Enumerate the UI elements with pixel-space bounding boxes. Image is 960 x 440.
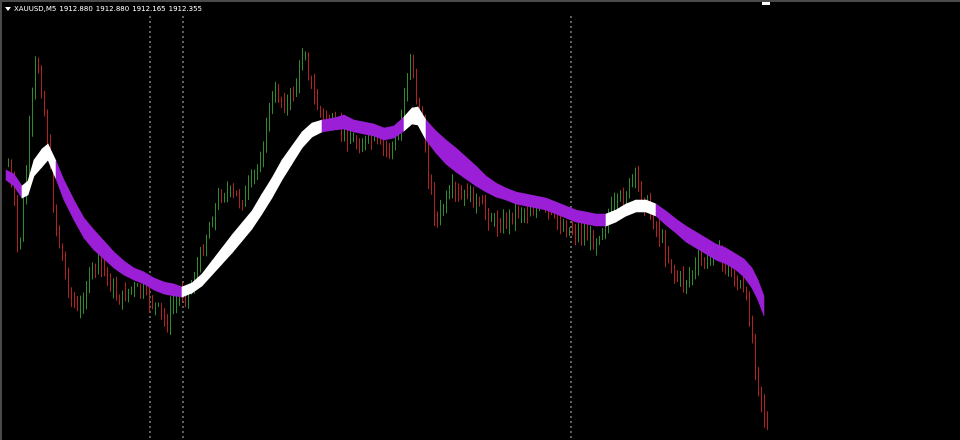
ribbon-layer <box>5 105 765 317</box>
ribbon-segment <box>535 195 547 211</box>
ribbon-segment <box>655 203 667 226</box>
ribbon-segment <box>425 119 437 154</box>
chart-shift-marker[interactable] <box>762 2 770 5</box>
ribbon-segment <box>143 271 155 291</box>
ribbon-segment <box>445 139 457 173</box>
ribbon-segment <box>485 175 497 198</box>
ribbon-segment <box>743 258 753 289</box>
symbol-label: XAUUSD,M5 <box>14 5 57 13</box>
ribbon-segment <box>221 234 233 265</box>
ribbon-segment <box>735 253 745 278</box>
ribbon-segment <box>525 193 537 209</box>
ribbon-segment <box>291 131 303 166</box>
ribbon-segment <box>63 179 75 221</box>
ribbon-segment <box>435 130 447 165</box>
ribbon-segment <box>403 107 413 132</box>
ribbon-segment <box>725 247 737 271</box>
ribbon-segment <box>585 211 597 227</box>
ribbon-segment <box>751 267 759 301</box>
ribbon-segment <box>505 187 517 205</box>
chart-header: XAUUSD,M5 1912.880 1912.880 1912.165 191… <box>5 3 205 15</box>
ribbon-segment <box>411 106 419 126</box>
ribbon-segment <box>757 279 765 317</box>
ribbon-segment <box>321 117 335 133</box>
ribbon-segment <box>163 281 175 297</box>
ribbon-segment <box>123 260 135 281</box>
ribbon-segment <box>13 173 23 199</box>
ribbon-segment <box>83 217 95 251</box>
ribbon-segment <box>271 158 283 200</box>
ribbon-segment <box>33 148 43 177</box>
ribbon-segment <box>211 247 223 276</box>
ribbon-segment <box>695 231 707 255</box>
high-price: 1912.880 <box>95 5 130 13</box>
ribbon-segment <box>41 143 49 168</box>
ribbon-segment <box>495 182 507 201</box>
ribbon-segment <box>231 222 243 254</box>
ribbon-segment <box>333 114 345 131</box>
close-price: 1912.355 <box>168 5 203 13</box>
ribbon-segment <box>565 205 577 223</box>
ribbon-segment <box>715 243 727 265</box>
ribbon-segment <box>251 192 263 230</box>
ribbon-segment <box>311 119 323 138</box>
ribbon-segment <box>241 210 253 242</box>
ribbon-segment <box>373 123 385 141</box>
ribbon-segment <box>343 114 355 133</box>
ribbon-segment <box>605 209 617 227</box>
candles-layer <box>8 48 768 430</box>
ribbon-segment <box>645 199 657 217</box>
ribbon-segment <box>103 240 115 269</box>
ribbon-segment <box>685 225 697 249</box>
ribbon-segment <box>363 121 375 137</box>
ribbon-segment <box>393 116 405 139</box>
ribbon-segment <box>353 119 365 135</box>
ribbon-segment <box>475 165 487 193</box>
ribbon-segment <box>27 159 35 196</box>
open-price: 1912.880 <box>59 5 93 13</box>
ribbon-segment <box>5 169 15 187</box>
ribbon-segment <box>301 122 313 149</box>
ribbon-segment <box>21 180 29 199</box>
ribbon-segment <box>575 209 587 225</box>
ribbon-segment <box>455 147 467 180</box>
ribbon-segment <box>635 199 647 213</box>
ribbon-segment <box>73 198 85 240</box>
ribbon-segment <box>55 160 65 201</box>
ribbon-segment <box>465 156 477 187</box>
ribbon-segment <box>153 277 165 295</box>
low-price: 1912.165 <box>132 5 166 13</box>
ribbon-segment <box>181 282 193 298</box>
ribbon-segment <box>261 176 273 216</box>
ribbon-segment <box>173 283 183 298</box>
ribbon-segment <box>515 191 527 207</box>
ribbon-segment <box>383 125 395 141</box>
ribbon-segment <box>545 197 557 215</box>
ribbon-segment <box>93 229 105 260</box>
period-separators <box>149 16 572 440</box>
ribbon-segment <box>665 210 677 234</box>
ribbon-segment <box>201 260 213 287</box>
ribbon-segment <box>133 267 145 285</box>
triangle-down-icon[interactable] <box>5 7 11 11</box>
ribbon-segment <box>595 213 607 227</box>
ribbon-segment <box>625 199 637 217</box>
ribbon-segment <box>281 145 293 182</box>
ribbon-segment <box>675 218 687 243</box>
ribbon-segment <box>47 143 57 180</box>
ribbon-segment <box>113 251 125 276</box>
